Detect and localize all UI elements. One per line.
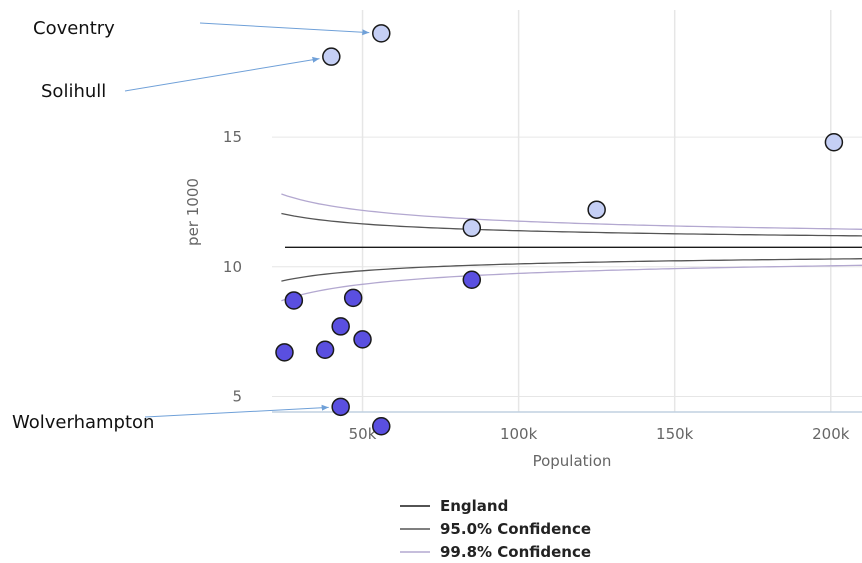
- legend-label-england: England: [440, 497, 508, 515]
- callout-arrow: [124, 56, 320, 92]
- y-tick-label: 10: [223, 258, 242, 276]
- control-limit-lines: [281, 193, 862, 302]
- data-point: [322, 47, 341, 66]
- y-tick-label: 15: [223, 128, 242, 146]
- legend-label-ci95: 95.0% Confidence: [440, 520, 591, 538]
- axes: 50k 100k 150k 200k 5 10 15 Population per 1000: [184, 128, 862, 470]
- callout-label: Coventry: [33, 18, 115, 39]
- data-point: [353, 330, 372, 349]
- data-point: [372, 24, 391, 43]
- callout-label: Wolverhampton: [12, 412, 154, 433]
- data-point: [587, 200, 606, 219]
- legend: England 95.0% Confidence 99.8% Confidence: [400, 497, 591, 561]
- ci998-upper-line: [281, 193, 862, 230]
- y-axis-title: per 1000: [184, 178, 202, 246]
- data-point: [372, 417, 391, 436]
- y-tick-label: 5: [232, 387, 242, 405]
- data-point: [275, 343, 294, 362]
- data-point: [315, 340, 335, 360]
- x-tick-label: 50k: [349, 425, 377, 443]
- legend-label-ci998: 99.8% Confidence: [440, 543, 591, 561]
- grid-lines: [272, 10, 862, 412]
- callout-arrow: [144, 404, 329, 418]
- data-points: [275, 24, 844, 436]
- data-point: [284, 291, 304, 310]
- x-tick-label: 100k: [500, 425, 538, 443]
- callout-label: Solihull: [41, 81, 106, 102]
- x-tick-label: 200k: [812, 425, 850, 443]
- data-point: [462, 218, 482, 238]
- data-point: [331, 397, 350, 417]
- data-point: [331, 317, 350, 336]
- x-tick-label: 150k: [656, 425, 694, 443]
- ci95-lower-line: [281, 258, 862, 282]
- ci998-lower-line: [281, 264, 862, 302]
- data-point: [343, 288, 363, 308]
- callout-arrow: [199, 22, 370, 36]
- callouts: Coventry Solihull Wolverhampton: [12, 18, 370, 433]
- ci95-upper-line: [281, 212, 862, 237]
- x-axis-title: Population: [533, 452, 612, 470]
- data-point: [462, 270, 482, 289]
- data-point: [824, 133, 844, 152]
